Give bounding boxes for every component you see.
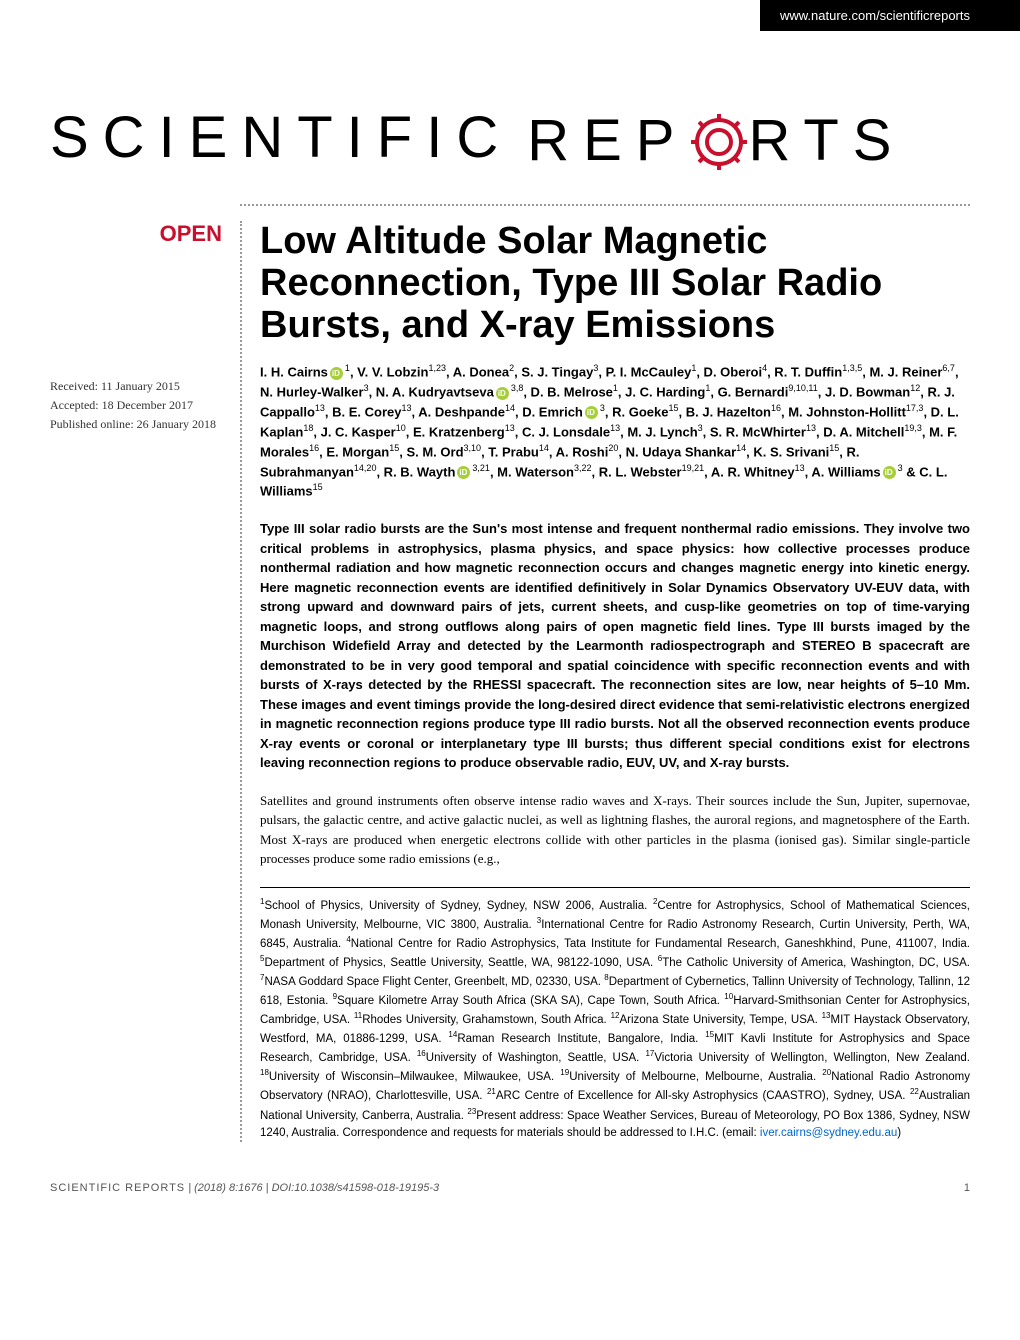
logo-part2: REP <box>527 108 688 173</box>
gear-icon <box>689 112 749 186</box>
divider-top <box>240 204 970 206</box>
intro-paragraph: Satellites and ground instruments often … <box>260 791 970 869</box>
header-url: www.nature.com/scientificreports <box>760 0 1020 31</box>
date-received: Received: 11 January 2015 <box>50 377 222 396</box>
logo-text-2: REP RTS <box>527 100 905 174</box>
abstract: Type III solar radio bursts are the Sun'… <box>260 519 970 773</box>
affiliations: 1School of Physics, University of Sydney… <box>260 896 970 1142</box>
open-access-badge: OPEN <box>50 221 222 247</box>
affiliation-divider <box>260 887 970 888</box>
date-accepted: Accepted: 18 December 2017 <box>50 396 222 415</box>
logo-text-1: SCIENTIFIC <box>50 104 512 171</box>
footer-citation: | (2018) 8:1676 | DOI:10.1038/s41598-018… <box>185 1182 439 1194</box>
logo-part3: RTS <box>749 108 906 173</box>
article-title: Low Altitude Solar Magnetic Reconnection… <box>260 221 970 346</box>
journal-logo: SCIENTIFIC REP RTS <box>50 100 970 174</box>
footer-journal: SCIENTIFIC REPORTS <box>50 1182 185 1194</box>
page-footer: SCIENTIFIC REPORTS | (2018) 8:1676 | DOI… <box>50 1177 970 1194</box>
date-published: Published online: 26 January 2018 <box>50 415 222 434</box>
author-list: I. H. Cairns1, V. V. Lobzin1,23, A. Done… <box>260 362 970 501</box>
page-number: 1 <box>964 1182 970 1194</box>
